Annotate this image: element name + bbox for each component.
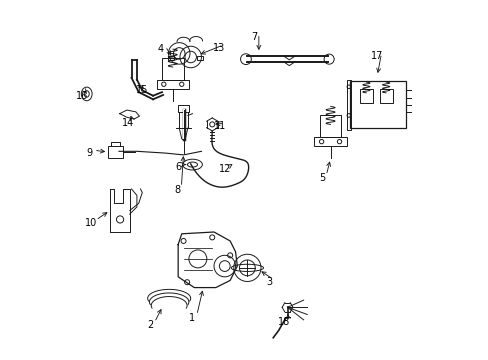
- Text: 4: 4: [158, 44, 163, 54]
- Text: 3: 3: [265, 277, 271, 287]
- Bar: [162, 58, 183, 80]
- Text: 8: 8: [174, 185, 180, 195]
- Text: 9: 9: [86, 148, 92, 158]
- Bar: [346, 80, 350, 130]
- Text: 13: 13: [213, 43, 225, 53]
- Bar: [108, 145, 123, 158]
- Bar: [156, 80, 188, 89]
- Text: 14: 14: [122, 118, 134, 128]
- Text: 11: 11: [214, 121, 226, 131]
- Text: 18: 18: [277, 317, 289, 327]
- Text: 5: 5: [318, 173, 325, 183]
- Bar: [349, 81, 405, 128]
- Text: 12: 12: [218, 164, 230, 174]
- Text: 15: 15: [136, 85, 148, 95]
- Bar: [319, 116, 341, 137]
- Bar: [359, 89, 372, 103]
- Text: 17: 17: [370, 51, 383, 61]
- Text: 7: 7: [251, 32, 257, 41]
- Text: 2: 2: [147, 320, 153, 330]
- Text: 6: 6: [175, 162, 181, 172]
- Bar: [314, 137, 346, 146]
- Bar: [178, 105, 188, 112]
- Text: 10: 10: [85, 218, 97, 228]
- Bar: [168, 56, 174, 59]
- Bar: [196, 56, 202, 59]
- Bar: [379, 89, 392, 103]
- Text: 16: 16: [76, 91, 88, 101]
- Text: 1: 1: [189, 313, 195, 323]
